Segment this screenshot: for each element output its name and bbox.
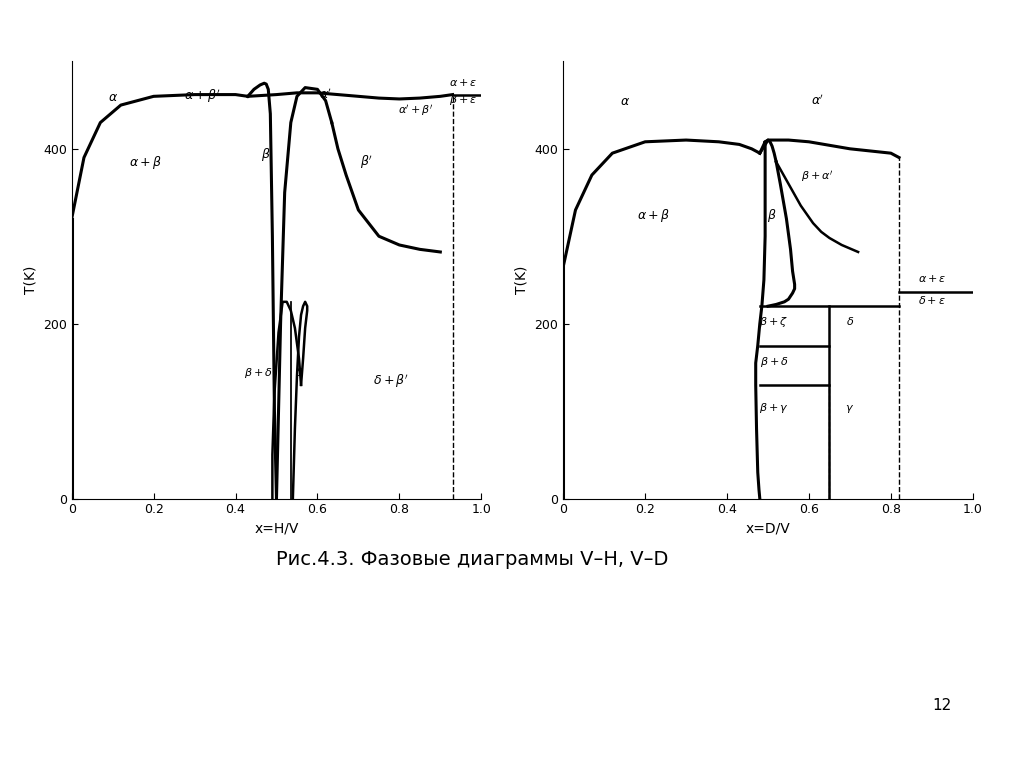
- Text: $\alpha+\beta$: $\alpha+\beta$: [129, 154, 162, 171]
- Text: $\beta+\varepsilon$: $\beta+\varepsilon$: [449, 94, 477, 107]
- Text: $\delta+\beta^{\prime}$: $\delta+\beta^{\prime}$: [373, 373, 410, 390]
- Text: $\alpha^{\prime}$: $\alpha^{\prime}$: [319, 87, 332, 102]
- Text: $\alpha$: $\alpha$: [108, 91, 118, 104]
- Text: $\beta+\delta$: $\beta+\delta$: [760, 355, 788, 369]
- Text: 12: 12: [933, 698, 951, 713]
- Text: $\alpha+\beta^{\prime}$: $\alpha+\beta^{\prime}$: [184, 87, 221, 105]
- X-axis label: x=H/V: x=H/V: [254, 522, 299, 536]
- Text: $\beta+\gamma$: $\beta+\gamma$: [759, 401, 790, 415]
- Text: $\delta$: $\delta$: [295, 366, 303, 378]
- Text: $\alpha+\varepsilon$: $\alpha+\varepsilon$: [918, 273, 946, 284]
- Y-axis label: T(K): T(K): [24, 266, 38, 294]
- Text: $\beta+\delta$: $\beta+\delta$: [244, 366, 272, 380]
- Text: $\alpha+\varepsilon$: $\alpha+\varepsilon$: [449, 77, 477, 88]
- Text: $\beta$: $\beta$: [767, 207, 777, 224]
- Text: $\delta+\varepsilon$: $\delta+\varepsilon$: [918, 295, 946, 307]
- Text: $\beta+\zeta$: $\beta+\zeta$: [760, 315, 788, 329]
- Text: $\gamma$: $\gamma$: [846, 403, 854, 415]
- Text: $\delta$: $\delta$: [846, 315, 854, 328]
- Text: $\beta$: $\beta$: [261, 146, 271, 163]
- Y-axis label: T(K): T(K): [515, 266, 529, 294]
- Text: $\alpha^{\prime}+\beta^{\prime}$: $\alpha^{\prime}+\beta^{\prime}$: [398, 103, 433, 118]
- Text: $\alpha$: $\alpha$: [620, 95, 630, 108]
- Text: $\beta+\alpha^{\prime}$: $\beta+\alpha^{\prime}$: [801, 169, 834, 184]
- Text: Рис.4.3. Фазовые диаграммы V–H, V–D: Рис.4.3. Фазовые диаграммы V–H, V–D: [276, 551, 669, 569]
- Text: $\alpha^{\prime}$: $\alpha^{\prime}$: [811, 94, 823, 108]
- Text: $\beta^{\prime}$: $\beta^{\prime}$: [360, 154, 373, 171]
- Text: $\alpha+\beta$: $\alpha+\beta$: [637, 207, 670, 224]
- X-axis label: x=D/V: x=D/V: [745, 522, 791, 536]
